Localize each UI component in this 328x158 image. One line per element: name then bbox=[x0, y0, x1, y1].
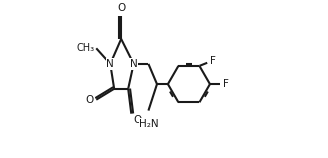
Text: N: N bbox=[106, 59, 114, 69]
Text: F: F bbox=[210, 56, 216, 66]
Text: N: N bbox=[130, 59, 137, 69]
Text: O: O bbox=[133, 115, 142, 125]
Text: CH₃: CH₃ bbox=[76, 43, 95, 53]
Text: F: F bbox=[223, 79, 229, 89]
Text: O: O bbox=[86, 95, 94, 105]
Text: H₂N: H₂N bbox=[139, 119, 159, 129]
Text: O: O bbox=[117, 3, 125, 13]
